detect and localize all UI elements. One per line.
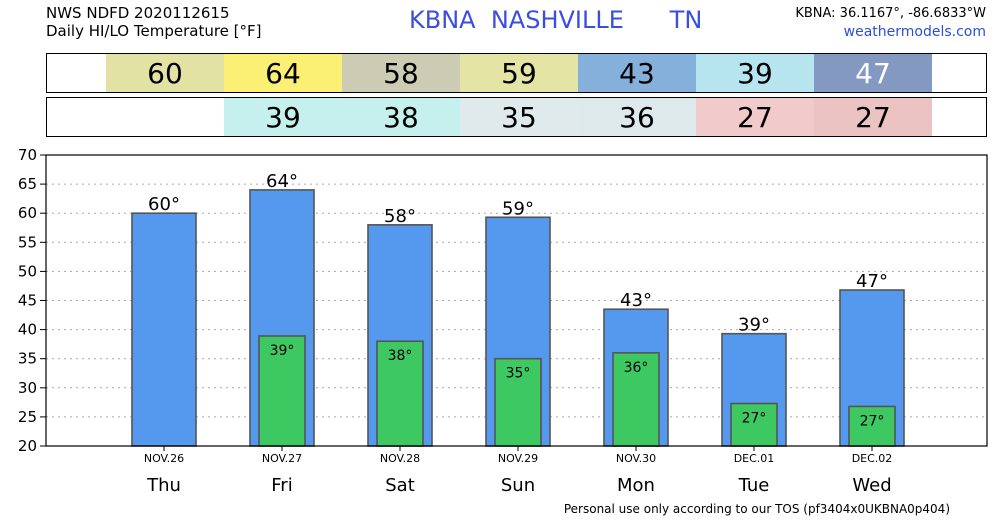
- high-temp-label: 39°: [738, 315, 770, 336]
- station-title: KBNA NASHVILLE TN: [409, 6, 703, 34]
- low-temp-bar: [494, 357, 542, 447]
- low-temp-label: 39°: [270, 343, 295, 359]
- high-temp-label: 59°: [502, 198, 534, 219]
- weekday-label: Thu: [146, 475, 181, 496]
- high-temp-cell: 60: [106, 54, 224, 92]
- high-temp-label: 43°: [620, 290, 652, 311]
- date-label: NOV.29: [498, 452, 538, 465]
- high-temp-cell: 47: [814, 54, 932, 92]
- high-temp-label: 60°: [148, 194, 180, 215]
- date-label: NOV.28: [380, 452, 420, 465]
- low-temp-label: 35°: [506, 366, 531, 382]
- plot-frame: [45, 154, 988, 447]
- low-temp-bar: [258, 335, 306, 447]
- y-tick-label: 50: [18, 262, 37, 280]
- low-temp-cell: 27: [814, 98, 932, 136]
- high-temp-cell: 59: [460, 54, 578, 92]
- weekday-label: Sat: [385, 475, 415, 496]
- station-coordinates: KBNA: 36.1167°, -86.6833°W: [795, 6, 986, 21]
- date-label: DEC.01: [734, 452, 775, 465]
- low-temp-cell: 35: [460, 98, 578, 136]
- high-temp-label: 58°: [384, 206, 416, 227]
- low-temp-label: 27°: [742, 411, 767, 427]
- weekday-label: Mon: [617, 475, 655, 496]
- y-tick-label: 35: [18, 350, 37, 368]
- high-temp-cell: 43: [578, 54, 696, 92]
- low-temp-bar: [730, 402, 778, 447]
- high-temp-label: 47°: [856, 271, 888, 292]
- y-tick-label: 65: [18, 175, 37, 193]
- low-temp-cell: 36: [578, 98, 696, 136]
- high-temp-cell: 58: [342, 54, 460, 92]
- date-label: DEC.02: [852, 452, 893, 465]
- weekday-label: Tue: [738, 475, 770, 496]
- date-label: NOV.30: [616, 452, 656, 465]
- variable-title: Daily HI/LO Temperature [°F]: [46, 22, 262, 40]
- y-tick-label: 60: [18, 204, 37, 222]
- low-temp-cell: 38: [342, 98, 460, 136]
- site-link[interactable]: weathermodels.com: [843, 24, 986, 40]
- date-label: NOV.27: [262, 452, 302, 465]
- high-temp-cell: 39: [696, 54, 814, 92]
- high-temperature-strip: 60 64 58 59 43 39 47: [46, 53, 987, 93]
- low-temp-label: 27°: [860, 413, 885, 429]
- high-temp-cell: 64: [224, 54, 342, 92]
- footer-note: Personal use only according to our TOS (…: [563, 502, 950, 516]
- low-temperature-strip: 39 38 35 36 27 27: [46, 97, 987, 137]
- y-tick-label: 45: [18, 292, 37, 310]
- weekday-label: Wed: [852, 475, 891, 496]
- y-tick-label: 55: [18, 233, 37, 251]
- low-temp-label: 36°: [624, 360, 649, 376]
- low-temp-label: 38°: [388, 348, 413, 364]
- low-temp-cell: 39: [224, 98, 342, 136]
- y-tick-label: 40: [18, 321, 37, 339]
- y-tick-label: 25: [18, 408, 37, 426]
- y-tick-label: 70: [18, 146, 37, 164]
- low-temp-cell: [106, 98, 224, 136]
- high-temp-label: 64°: [266, 171, 298, 192]
- high-temp-bar: [131, 212, 197, 447]
- weekday-label: Fri: [271, 475, 292, 496]
- product-title: NWS NDFD 2020112615: [46, 4, 230, 22]
- y-tick-label: 30: [18, 379, 37, 397]
- date-label: NOV.26: [144, 452, 184, 465]
- weekday-label: Sun: [501, 475, 535, 496]
- y-tick-label: 20: [18, 437, 37, 455]
- low-temp-bar: [376, 340, 424, 447]
- low-temp-cell: 27: [696, 98, 814, 136]
